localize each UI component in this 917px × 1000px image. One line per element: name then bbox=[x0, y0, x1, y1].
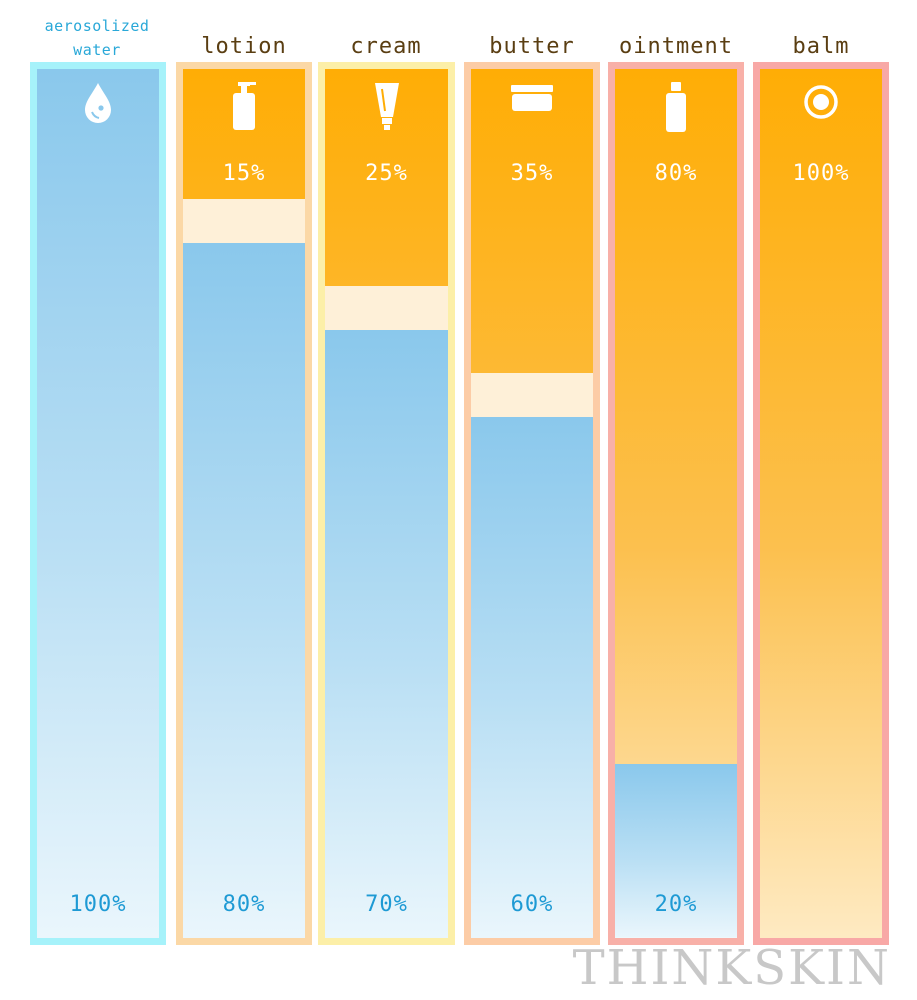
water-percent-label: 70% bbox=[365, 892, 408, 917]
oil-segment bbox=[760, 69, 882, 938]
oil-segment bbox=[471, 69, 593, 374]
jar-icon bbox=[509, 83, 555, 117]
label-lotion: lotion bbox=[201, 34, 287, 59]
bar-ointment: 80% 20% bbox=[608, 62, 744, 945]
oil-percent-label: 35% bbox=[510, 161, 554, 186]
water-segment bbox=[471, 416, 593, 938]
water-percent-label: 20% bbox=[654, 892, 698, 917]
water-segment bbox=[325, 329, 448, 938]
label-aerosolized-water: aerosolized water bbox=[30, 14, 164, 62]
bar-lotion: 15% 80% bbox=[176, 62, 312, 945]
label-aerosolized-line2: water bbox=[73, 41, 121, 59]
tin-icon bbox=[802, 83, 840, 125]
water-segment bbox=[183, 242, 305, 938]
bar-cream: 25% 70% bbox=[318, 62, 455, 945]
oil-percent-label: 25% bbox=[365, 161, 408, 186]
water-segment bbox=[37, 69, 159, 938]
oil-percent-label: 15% bbox=[222, 161, 266, 186]
emulsion-segment bbox=[471, 373, 593, 417]
bar-aerosolized-water: 100% bbox=[30, 62, 166, 945]
label-cream: cream bbox=[350, 34, 422, 59]
emulsion-segment bbox=[183, 199, 305, 243]
droplet-icon bbox=[83, 81, 113, 127]
label-butter: butter bbox=[489, 34, 575, 59]
oil-percent-label: 100% bbox=[792, 161, 850, 186]
water-percent-label: 60% bbox=[510, 892, 554, 917]
oil-percent-label: 80% bbox=[654, 161, 698, 186]
water-segment bbox=[615, 764, 737, 938]
emulsion-segment bbox=[325, 286, 448, 330]
brand-watermark: THINKSKIN bbox=[572, 940, 891, 996]
bar-balm: 100% bbox=[753, 62, 889, 945]
bar-butter: 35% 60% bbox=[464, 62, 600, 945]
label-aerosolized-line1: aerosolized bbox=[44, 17, 150, 35]
label-balm: balm bbox=[792, 34, 850, 59]
oil-segment bbox=[615, 69, 737, 765]
label-ointment: ointment bbox=[619, 34, 733, 59]
pump-bottle-icon bbox=[229, 81, 259, 135]
water-percent-label: 100% bbox=[69, 892, 127, 917]
water-percent-label: 80% bbox=[222, 892, 266, 917]
tube-icon bbox=[373, 81, 401, 135]
ointment-bottle-icon bbox=[664, 81, 688, 137]
